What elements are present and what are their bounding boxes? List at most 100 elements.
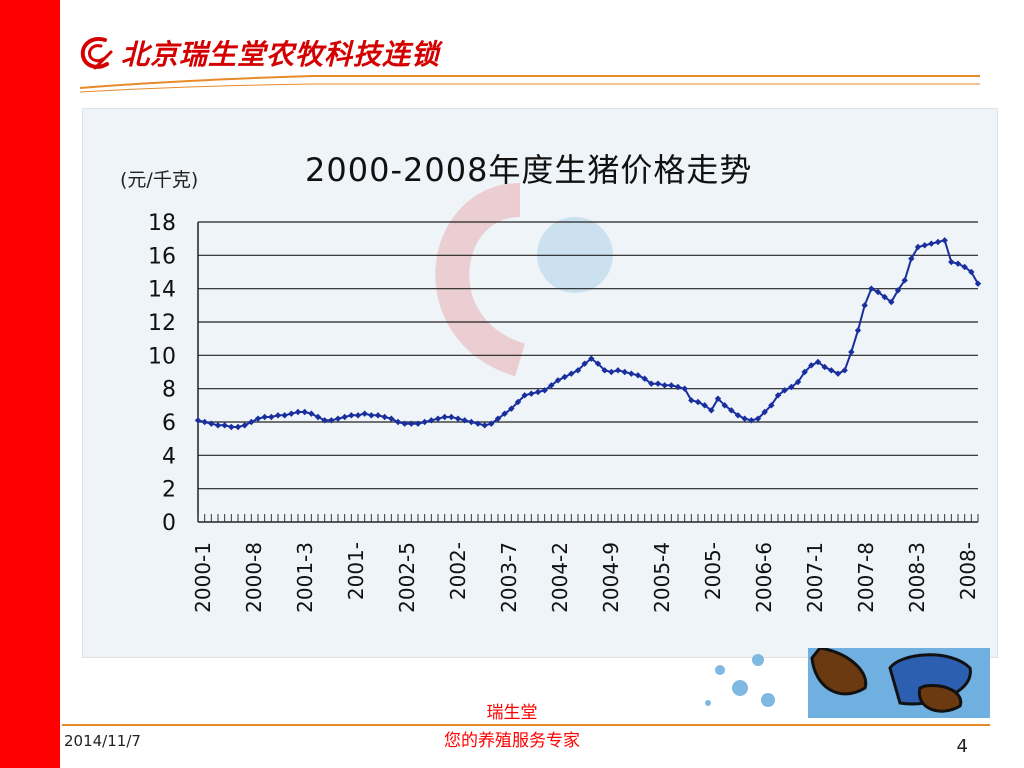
x-tick-label: 2008-3	[905, 542, 929, 613]
y-tick-label: 16	[148, 244, 176, 269]
data-point	[608, 368, 615, 376]
data-point	[754, 415, 762, 422]
data-point	[681, 385, 688, 392]
data-point	[841, 367, 848, 374]
cartoon-mascot-image	[705, 648, 990, 718]
data-point	[401, 420, 408, 427]
data-point	[521, 392, 528, 399]
y-tick-label: 4	[162, 444, 176, 469]
data-point	[194, 417, 202, 424]
data-point	[828, 367, 835, 374]
data-point	[341, 413, 348, 421]
x-tick-label: 2001-	[344, 542, 368, 600]
data-point	[628, 370, 635, 377]
x-tick-label: 2002-5	[395, 542, 419, 613]
data-point	[528, 390, 535, 397]
x-tick-labels: 2000-1 2000-8 2001-3 2001- 2002-5 2002- 2003-7…	[191, 542, 980, 613]
footer-slogan: 您的养殖服务专家	[444, 731, 580, 751]
data-point	[428, 417, 435, 424]
data-point	[494, 415, 502, 422]
data-point	[388, 415, 395, 422]
data-point	[368, 412, 375, 419]
chart-title: 2000-2008年度生猪价格走势	[305, 151, 753, 189]
data-point	[434, 415, 442, 422]
y-tick-label: 10	[148, 344, 176, 369]
x-tick-label: 2005-4	[650, 542, 674, 613]
data-point	[974, 280, 982, 287]
x-tick-label: 2003-7	[497, 542, 521, 613]
x-tick-label: 2000-1	[191, 542, 215, 613]
data-point	[661, 382, 668, 389]
data-point	[934, 238, 942, 246]
data-point	[454, 415, 462, 422]
data-point	[734, 412, 742, 419]
x-tick-label: 2007-1	[803, 542, 827, 613]
y-tick-label: 6	[162, 411, 176, 436]
data-point	[834, 370, 842, 377]
data-point	[668, 382, 675, 389]
data-point	[648, 380, 655, 387]
data-point	[314, 413, 322, 421]
data-point	[821, 363, 828, 371]
series-price	[194, 237, 982, 431]
data-point	[881, 293, 888, 301]
data-point	[334, 415, 342, 422]
data-point	[874, 288, 882, 296]
data-point	[701, 402, 708, 409]
data-point	[954, 260, 962, 267]
data-point	[468, 418, 475, 426]
data-point	[894, 287, 902, 294]
series-line	[197, 239, 979, 428]
axes	[197, 222, 978, 523]
data-point	[621, 368, 628, 376]
data-point	[948, 258, 955, 266]
data-point	[421, 418, 428, 426]
data-point	[801, 368, 808, 376]
data-point	[708, 407, 715, 414]
data-point	[548, 382, 555, 389]
footer-divider	[62, 724, 990, 726]
data-point	[634, 372, 642, 379]
data-point	[274, 412, 282, 419]
data-point	[254, 415, 262, 422]
data-point	[714, 395, 722, 402]
data-point	[348, 412, 355, 419]
x-tick-label: 2008-	[956, 542, 980, 600]
data-point	[374, 412, 382, 419]
data-point	[614, 367, 622, 374]
data-point	[248, 418, 255, 426]
data-point	[461, 417, 468, 424]
data-point	[308, 410, 315, 417]
data-point	[488, 420, 495, 427]
data-point	[321, 417, 328, 424]
data-point	[541, 387, 548, 394]
data-point	[594, 360, 602, 367]
data-point	[868, 285, 875, 292]
data-point	[741, 415, 748, 422]
chart-frame	[82, 108, 998, 658]
data-point	[534, 388, 542, 396]
data-point	[554, 377, 562, 384]
header-swoosh-line	[79, 75, 980, 93]
data-point	[408, 420, 415, 427]
data-point	[788, 383, 795, 391]
data-point	[261, 413, 268, 421]
data-point	[901, 277, 908, 284]
y-tick-label: 8	[162, 378, 176, 403]
data-point	[361, 410, 368, 417]
data-point	[268, 413, 275, 421]
data-point	[581, 360, 588, 367]
data-point	[221, 422, 228, 429]
left-red-bar	[0, 0, 60, 768]
data-point	[294, 408, 302, 416]
data-point	[761, 408, 768, 416]
data-point	[394, 418, 402, 426]
data-point	[861, 302, 868, 309]
brand-logo: 北京瑞生堂农牧科技连锁	[75, 28, 440, 78]
data-point	[941, 237, 948, 244]
data-point	[208, 420, 215, 427]
data-point	[414, 420, 422, 427]
data-point	[241, 422, 248, 429]
y-tick-label: 14	[148, 278, 176, 303]
